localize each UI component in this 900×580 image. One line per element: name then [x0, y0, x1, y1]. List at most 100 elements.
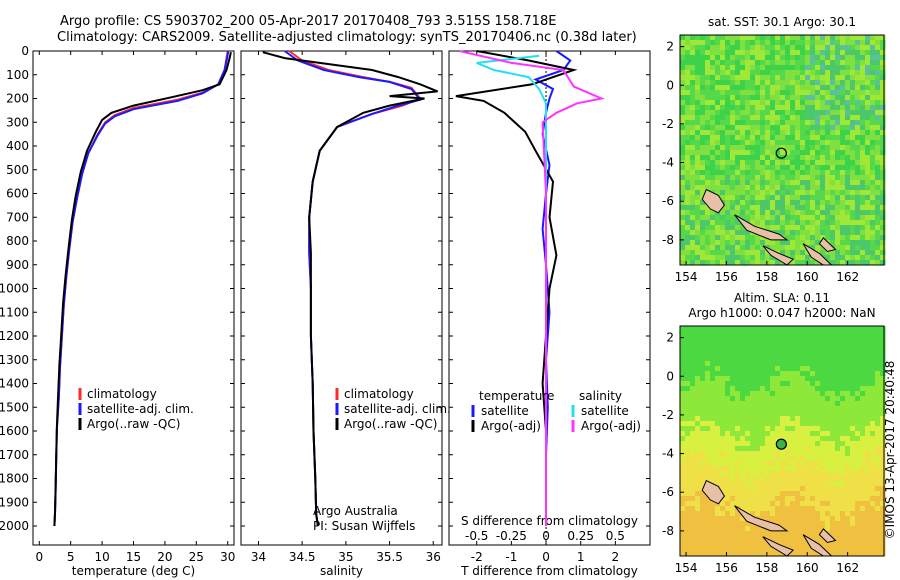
map-cell	[765, 366, 771, 372]
map-cell	[805, 331, 811, 337]
map-cell	[780, 451, 786, 457]
map-cell	[775, 461, 781, 467]
map-cell	[680, 175, 686, 181]
map-cell	[855, 65, 861, 71]
map-cell	[680, 130, 686, 136]
map-cell	[760, 205, 766, 211]
map-cell	[810, 145, 816, 151]
map-cell	[725, 391, 731, 397]
map-cell	[750, 195, 756, 201]
map-cell	[755, 130, 761, 136]
map-cell	[755, 105, 761, 111]
temperature-profile-xtick-label: 20	[157, 550, 172, 564]
map-cell	[755, 336, 761, 342]
map-cell	[870, 336, 876, 342]
map-cell	[805, 501, 811, 507]
map-cell	[790, 401, 796, 407]
map-cell	[775, 531, 781, 537]
map-cell	[750, 381, 756, 387]
map-cell	[765, 60, 771, 66]
map-cell	[795, 491, 801, 497]
map-cell	[835, 491, 841, 497]
map-cell	[800, 356, 806, 362]
map-cell	[780, 496, 786, 502]
map-cell	[800, 250, 806, 256]
map-cell	[815, 326, 821, 332]
map-cell	[685, 255, 691, 261]
map-cell	[840, 456, 846, 462]
map-cell	[780, 80, 786, 86]
map-cell	[730, 255, 736, 261]
map-cell	[785, 165, 791, 171]
map-cell	[775, 381, 781, 387]
map-cell	[850, 486, 856, 492]
map-cell	[865, 531, 871, 537]
map-cell	[810, 110, 816, 116]
map-cell	[875, 130, 881, 136]
map-cell	[725, 426, 731, 432]
map-cell	[725, 521, 731, 527]
map-cell	[765, 130, 771, 136]
map-cell	[700, 396, 706, 402]
map-cell	[880, 235, 886, 241]
map-cell	[730, 456, 736, 462]
map-cell	[705, 456, 711, 462]
map-cell	[725, 255, 731, 261]
map-cell	[805, 250, 811, 256]
map-cell	[730, 240, 736, 246]
map-cell	[750, 456, 756, 462]
map-cell	[820, 155, 826, 161]
map-cell	[740, 95, 746, 101]
map-cell	[750, 351, 756, 357]
map-cell	[770, 75, 776, 81]
map-cell	[685, 516, 691, 522]
map-cell	[710, 396, 716, 402]
map-cell	[720, 551, 726, 557]
map-cell	[835, 120, 841, 126]
map-cell	[770, 115, 776, 121]
map-cell	[850, 50, 856, 56]
map-cell	[760, 155, 766, 161]
map-cell	[880, 140, 886, 146]
map-cell	[830, 260, 836, 266]
map-cell	[845, 406, 851, 412]
map-cell	[875, 431, 881, 437]
map-cell	[875, 436, 881, 442]
map-cell	[755, 451, 761, 457]
map-cell	[820, 140, 826, 146]
map-cell	[745, 235, 751, 241]
map-cell	[810, 551, 816, 557]
map-cell	[725, 416, 731, 422]
map-cell	[875, 115, 881, 121]
map-cell	[835, 225, 841, 231]
map-cell	[735, 45, 741, 51]
map-cell	[860, 190, 866, 196]
map-cell	[760, 471, 766, 477]
map-cell	[690, 190, 696, 196]
map-cell	[785, 401, 791, 407]
sdiff-tick-label: -0.25	[496, 529, 527, 543]
map-cell	[750, 336, 756, 342]
map-cell	[870, 386, 876, 392]
map-cell	[830, 461, 836, 467]
map-cell	[760, 531, 766, 537]
map-cell	[800, 551, 806, 557]
map-cell	[780, 35, 786, 41]
map-cell	[680, 431, 686, 437]
map-cell	[780, 90, 786, 96]
map-cell	[845, 416, 851, 422]
map-cell	[695, 331, 701, 337]
map-cell	[750, 155, 756, 161]
map-cell	[875, 471, 881, 477]
map-cell	[690, 50, 696, 56]
map-cell	[700, 416, 706, 422]
map-cell	[835, 215, 841, 221]
map-cell	[840, 220, 846, 226]
map-cell	[730, 471, 736, 477]
map-cell	[750, 476, 756, 482]
map-cell	[770, 381, 776, 387]
map-cell	[730, 95, 736, 101]
map-cell	[765, 200, 771, 206]
map-cell	[845, 331, 851, 337]
map-cell	[735, 245, 741, 251]
